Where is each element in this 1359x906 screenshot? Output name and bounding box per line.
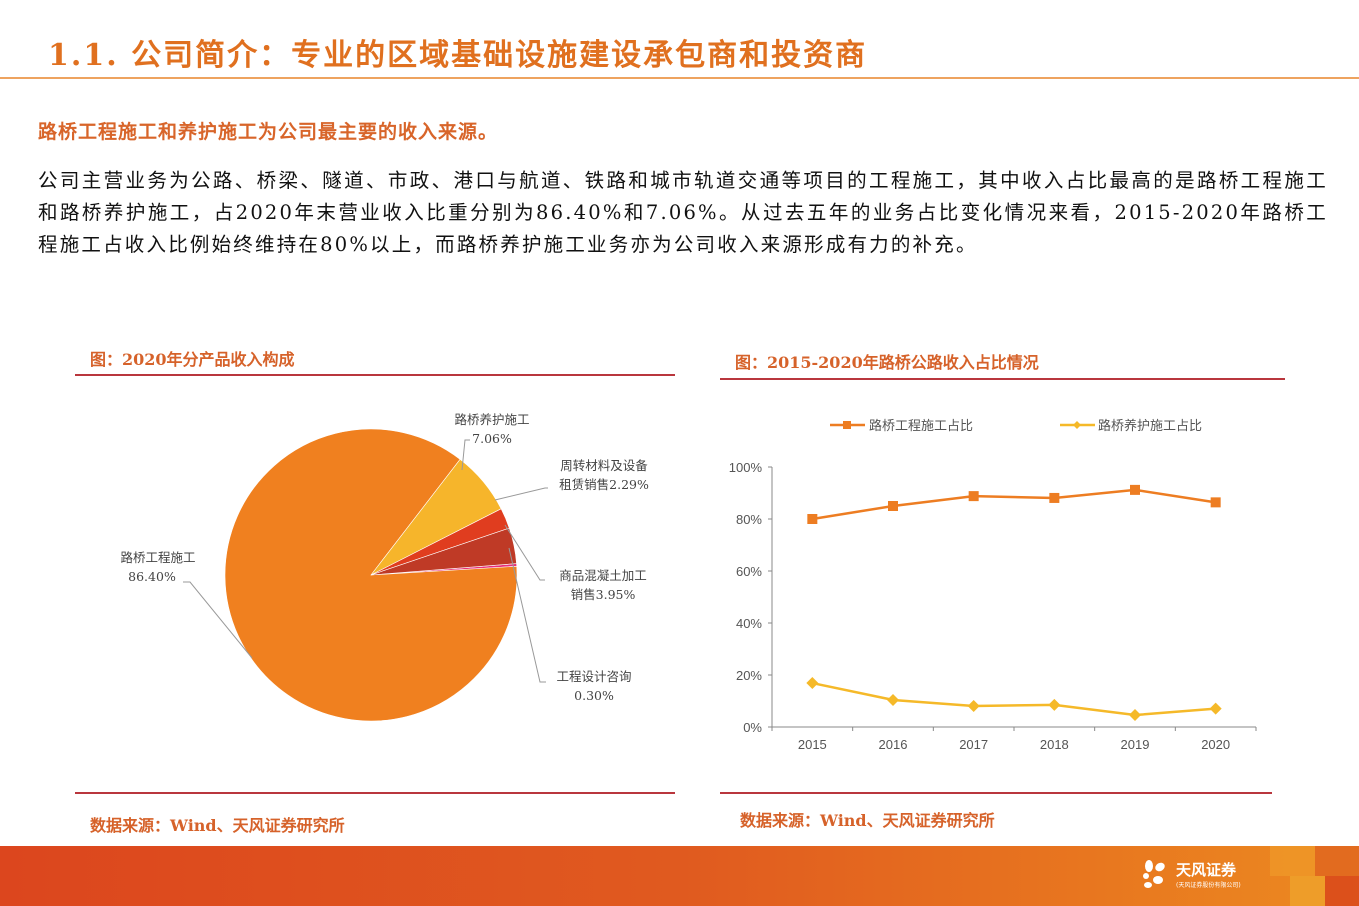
legend-main: 路桥工程施工占比 (830, 418, 973, 434)
body-paragraph: 公司主营业务为公路、桥梁、隧道、市政、港口与航道、铁路和城市轨道交通等项目的工程… (38, 169, 1328, 256)
flower-logo-icon (1143, 860, 1165, 888)
line-chart: 路桥工程施工占比 路桥养护施工占比 0% 20% 40% 60% 80% 100% 2015… (729, 418, 1257, 752)
x-tick-label: 2020 (1201, 737, 1230, 752)
pie-label-concrete-value: 销售3.95% (571, 587, 636, 602)
line-figure-source: 数据来源：Wind、天风证券研究所 (740, 811, 995, 830)
data-point-square (1210, 497, 1221, 508)
data-point-square (1049, 492, 1060, 503)
x-tick-label: 2015 (798, 737, 827, 752)
data-point-diamond (1209, 702, 1222, 715)
data-point-square (888, 501, 898, 511)
pie-figure-title: 图：2020年分产品收入构成 (90, 350, 295, 369)
pie-label-rental-value: 租赁销售2.29% (559, 477, 649, 492)
data-point-diamond (967, 699, 980, 712)
leader-line-design (508, 547, 546, 683)
legend-secondary-label: 路桥养护施工占比 (1098, 418, 1202, 434)
section-subheading: 路桥工程施工和养护施工为公司最主要的收入来源。 (38, 121, 499, 143)
pie-label-maintenance-name: 路桥养护施工 (454, 412, 529, 427)
footer-bar (0, 846, 1359, 906)
x-tick-label: 2017 (959, 737, 988, 752)
data-point-diamond (1048, 698, 1061, 711)
chart-series (806, 484, 1222, 722)
y-tick-label: 20% (736, 668, 762, 683)
pie-figure-top-rule (75, 374, 675, 376)
line-figure-bottom-rule (720, 792, 1272, 794)
pie-chart: 路桥工程施工 86.40% 路桥养护施工 7.06% 周转材料及设备 租赁销售2… (120, 412, 649, 722)
data-point-diamond (887, 693, 899, 706)
legend-main-label: 路桥工程施工占比 (869, 418, 973, 434)
leader-line-maintenance (461, 439, 470, 471)
x-tick-label: 2019 (1121, 737, 1150, 752)
pie-label-concrete-name: 商品混凝土加工 (559, 568, 647, 583)
data-point-square (968, 491, 979, 502)
series-line (812, 488, 1216, 521)
pie-label-main-name: 路桥工程施工 (120, 550, 195, 565)
logo-text: 天风证券 (1176, 861, 1237, 879)
x-tick-label: 2016 (879, 737, 908, 752)
pie-figure-source: 数据来源：Wind、天风证券研究所 (90, 816, 345, 835)
pie-label-design-value: 0.30% (574, 688, 614, 703)
leader-line-rental (494, 487, 548, 501)
pie-label-maintenance-value: 7.06% (472, 431, 512, 446)
leader-line-main (183, 581, 253, 659)
chart-axes: 0% 20% 40% 60% 80% 100% 2015 2016 2017 2018 2019 20… (729, 460, 1257, 752)
line-figure-top-rule (720, 378, 1285, 380)
data-point-diamond (1129, 709, 1141, 722)
pie-label-main-value: 86.40% (128, 569, 176, 584)
pie-label-rental-name: 周转材料及设备 (560, 458, 648, 473)
pie-figure-bottom-rule (75, 792, 675, 794)
pie-label-design-name: 工程设计咨询 (556, 669, 631, 684)
page-title: 1.1. 公司简介：专业的区域基础设施建设承包商和投资商 (48, 38, 868, 73)
pie-slices (224, 428, 518, 722)
y-tick-label: 80% (736, 512, 762, 527)
brand-logo: 天风证券 (天风证券股份有限公司) (1140, 858, 1241, 890)
data-point-square (1130, 484, 1140, 495)
y-tick-label: 40% (736, 616, 762, 631)
data-point-square (807, 514, 818, 524)
logo-subtext: (天风证券股份有限公司) (1176, 882, 1241, 889)
title-divider (0, 77, 1359, 79)
y-tick-label: 60% (736, 564, 762, 579)
data-point-diamond (806, 677, 819, 690)
pie-slice (370, 527, 517, 576)
leader-line-concrete (504, 524, 545, 581)
series-line (812, 681, 1216, 717)
x-tick-label: 2018 (1040, 737, 1069, 752)
line-figure-title: 图：2015-2020年路桥公路收入占比情况 (735, 353, 1039, 372)
y-tick-label: 100% (729, 460, 763, 475)
legend-secondary: 路桥养护施工占比 (1060, 418, 1202, 434)
y-tick-label: 0% (743, 720, 762, 735)
